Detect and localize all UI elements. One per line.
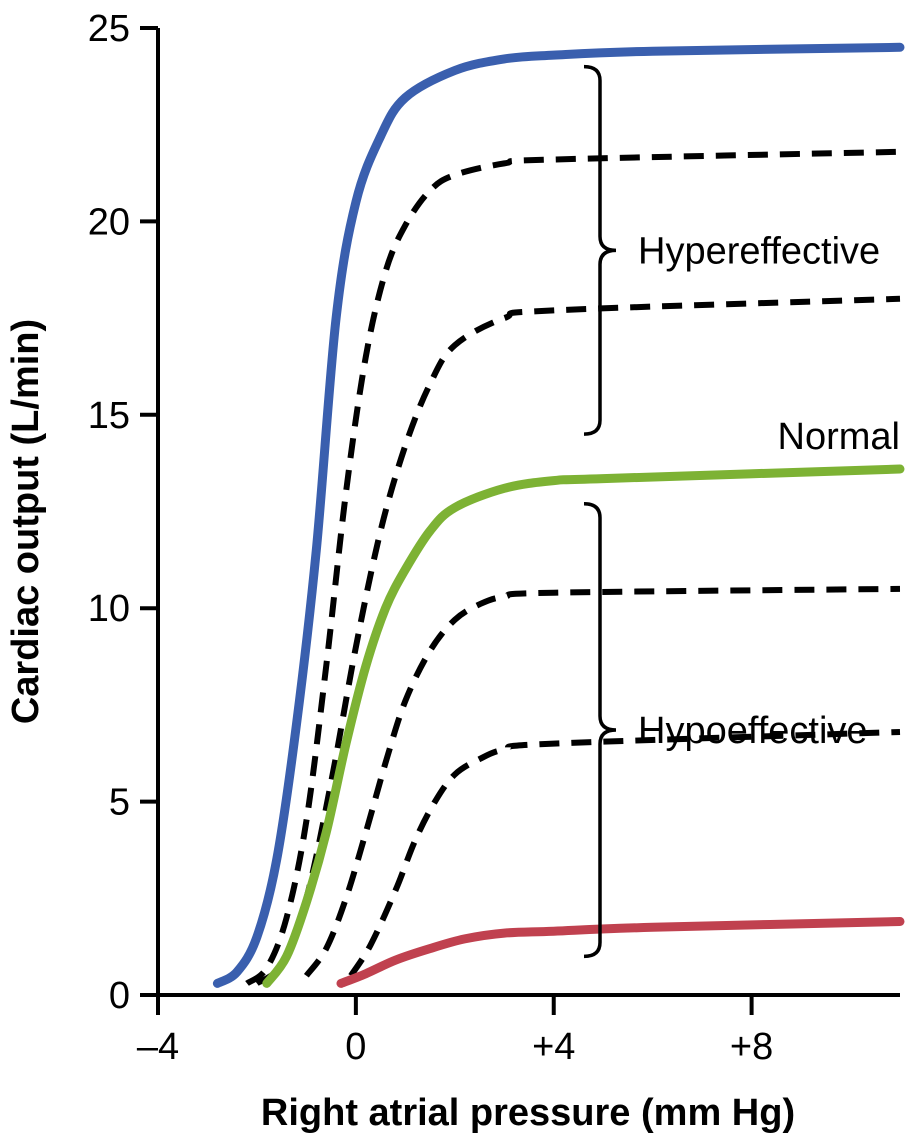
hypereffective-label: Hypereffective (638, 230, 880, 272)
dashed-curve-6 (348, 729, 901, 978)
y-tick-label: 20 (88, 201, 130, 243)
solid-curve-7 (336, 917, 905, 988)
solid-curve-4 (262, 464, 905, 988)
y-tick-label: 0 (109, 975, 130, 1017)
dashed-curve-2 (245, 148, 901, 986)
y-axis-title: Cardiac output (L/min) (5, 319, 47, 724)
solid-curve-1 (212, 42, 905, 988)
axes (156, 28, 900, 997)
y-tick-label: 10 (88, 588, 130, 630)
hypoeffective-label: Hypoeffective (638, 710, 868, 752)
x-tick-label: 0 (345, 1026, 366, 1068)
dashed-curve-5 (303, 585, 901, 978)
hypoeffective-brace (583, 502, 617, 959)
hypereffective-brace (583, 64, 617, 436)
x-tick-label: –4 (137, 1026, 179, 1068)
x-tick-label: +4 (532, 1026, 575, 1068)
x-axis-title: Right atrial pressure (mm Hg) (261, 1092, 795, 1134)
y-tick-label: 5 (109, 782, 130, 824)
y-tick-label: 15 (88, 395, 130, 437)
annotations: Hypereffective Normal Hypoeffective (583, 64, 900, 959)
y-tick-label: 25 (88, 8, 130, 50)
normal-label: Normal (778, 416, 900, 458)
x-tick-label: +8 (730, 1026, 773, 1068)
curves (212, 42, 905, 988)
